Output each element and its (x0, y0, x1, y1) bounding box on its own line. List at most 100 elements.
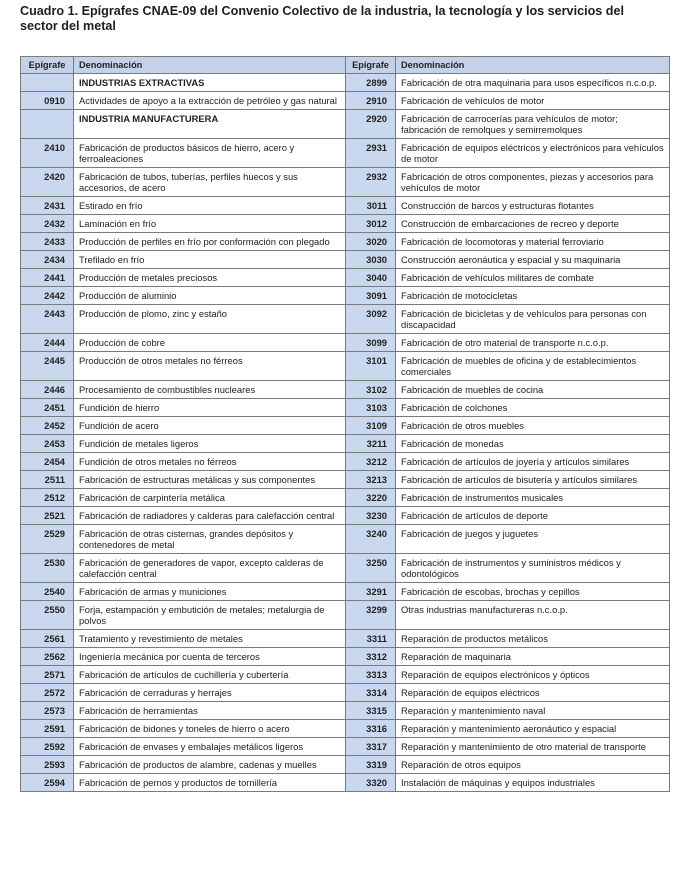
right-denominacion: Construcción de embarcaciones de recreo … (395, 214, 670, 233)
left-code: 2529 (20, 524, 74, 554)
left-code: 2571 (20, 665, 74, 684)
right-code: 3313 (345, 665, 396, 684)
right-code: 3299 (345, 600, 396, 630)
table-row: 2530 Fabricación de generadores de vapor,… (20, 553, 670, 583)
left-code: 2540 (20, 582, 74, 601)
right-code: 3311 (345, 629, 396, 648)
right-code: 3315 (345, 701, 396, 720)
left-denominacion: Producción de metales preciosos (73, 268, 346, 287)
table-row: 2591 Fabricación de bidones y toneles de … (20, 719, 670, 738)
right-code: 3211 (345, 434, 396, 453)
left-denominacion: Fabricación de tubos, tuberías, perfiles… (73, 167, 346, 197)
left-denominacion: Fabricación de armas y municiones (73, 582, 346, 601)
left-code: 2434 (20, 250, 74, 269)
right-code: 3240 (345, 524, 396, 554)
right-denominacion: Otras industrias manufactureras n.c.o.p. (395, 600, 670, 630)
right-code: 3011 (345, 196, 396, 215)
right-code: 3092 (345, 304, 396, 334)
table-row: 2529 Fabricación de otras cisternas, gran… (20, 524, 670, 554)
left-denominacion: Producción de plomo, zinc y estaño (73, 304, 346, 334)
table-row: 2442 Producción de aluminio 3091 Fabricació… (20, 286, 670, 305)
right-denominacion: Fabricación de colchones (395, 398, 670, 417)
table-row: 2452 Fundición de acero 3109 Fabricación de… (20, 416, 670, 435)
left-code: 2511 (20, 470, 74, 489)
right-denominacion: Fabricación de otra maquinaria para usos… (395, 73, 670, 92)
left-code: 2454 (20, 452, 74, 471)
table-row: 2561 Tratamiento y revestimiento de metal… (20, 629, 670, 648)
table-row: 2453 Fundición de metales ligeros 3211 Fabr… (20, 434, 670, 453)
left-denominacion: Producción de aluminio (73, 286, 346, 305)
left-denominacion: Producción de otros metales no férreos (73, 351, 346, 381)
table-row: 2592 Fabricación de envases y embalajes m… (20, 737, 670, 756)
left-denominacion: Actividades de apoyo a la extracción de … (73, 91, 346, 110)
left-code: 2530 (20, 553, 74, 583)
right-denominacion: Reparación y mantenimiento aeronáutico y… (395, 719, 670, 738)
right-denominacion: Fabricación de motocicletas (395, 286, 670, 305)
right-code: 2899 (345, 73, 396, 92)
right-denominacion: Fabricación de escobas, brochas y cepill… (395, 582, 670, 601)
left-denominacion: Fundición de otros metales no férreos (73, 452, 346, 471)
left-denominacion: Ingeniería mecánica por cuenta de tercer… (73, 647, 346, 666)
right-denominacion: Reparación de otros equipos (395, 755, 670, 774)
right-denominacion: Fabricación de instrumentos musicales (395, 488, 670, 507)
left-denominacion: Tratamiento y revestimiento de metales (73, 629, 346, 648)
left-code: 2453 (20, 434, 74, 453)
right-code: 3213 (345, 470, 396, 489)
right-code: 3314 (345, 683, 396, 702)
cnae-epigraphs-table: Epígrafe Denominación Epígrafe Denominac… (20, 56, 670, 792)
left-code (20, 109, 74, 139)
left-denominacion: Fabricación de productos de alambre, cad… (73, 755, 346, 774)
left-code: 2420 (20, 167, 74, 197)
right-code: 3101 (345, 351, 396, 381)
left-denominacion: Fabricación de cerraduras y herrajes (73, 683, 346, 702)
left-denominacion: Producción de cobre (73, 333, 346, 352)
right-code: 3102 (345, 380, 396, 399)
left-denominacion: Forja, estampación y embutición de metal… (73, 600, 346, 630)
left-denominacion: Procesamiento de combustibles nucleares (73, 380, 346, 399)
right-denominacion: Fabricación de locomotoras y material fe… (395, 232, 670, 251)
right-denominacion: Fabricación de monedas (395, 434, 670, 453)
table-row: 2443 Producción de plomo, zinc y estaño 30… (20, 304, 670, 334)
table-row: 2444 Producción de cobre 3099 Fabricación d… (20, 333, 670, 352)
left-denominacion: Fabricación de artículos de cuchillería … (73, 665, 346, 684)
left-denominacion: Estirado en frío (73, 196, 346, 215)
right-denominacion: Reparación de productos metálicos (395, 629, 670, 648)
table-row: 0910 Actividades de apoyo a la extracción… (20, 91, 670, 110)
left-code: 2561 (20, 629, 74, 648)
left-code: 2452 (20, 416, 74, 435)
right-code: 3291 (345, 582, 396, 601)
table-row: 2420 Fabricación de tubos, tuberías, perf… (20, 167, 670, 197)
left-code: 2512 (20, 488, 74, 507)
left-denominacion: Fabricación de otras cisternas, grandes … (73, 524, 346, 554)
left-denominacion: Fabricación de estructuras metálicas y s… (73, 470, 346, 489)
header-denominacion-left: Denominación (73, 56, 346, 74)
left-code: 2443 (20, 304, 74, 334)
left-denominacion: Fabricación de generadores de vapor, exc… (73, 553, 346, 583)
left-code: 2573 (20, 701, 74, 720)
right-code: 3012 (345, 214, 396, 233)
table-row: 2593 Fabricación de productos de alambre,… (20, 755, 670, 774)
left-denominacion: Fabricación de herramientas (73, 701, 346, 720)
header-epigrafe-right: Epígrafe (345, 56, 396, 74)
table-row: 2540 Fabricación de armas y municiones 329… (20, 582, 670, 601)
table-row: 2550 Forja, estampación y embutición de m… (20, 600, 670, 630)
left-denominacion: Fabricación de carpintería metálica (73, 488, 346, 507)
left-code: 2550 (20, 600, 74, 630)
left-code: 2442 (20, 286, 74, 305)
left-denominacion-section-heading: INDUSTRIAS EXTRACTIVAS (73, 73, 346, 92)
right-code: 2931 (345, 138, 396, 168)
table-row: 2454 Fundición de otros metales no férreo… (20, 452, 670, 471)
right-denominacion: Reparación de equipos electrónicos y ópt… (395, 665, 670, 684)
left-denominacion: Trefilado en frío (73, 250, 346, 269)
right-code: 3220 (345, 488, 396, 507)
left-denominacion-section-heading: INDUSTRIA MANUFACTURERA (73, 109, 346, 139)
right-code: 3230 (345, 506, 396, 525)
table-row: 2573 Fabricación de herramientas 3315 Repar… (20, 701, 670, 720)
table-row: 2451 Fundición de hierro 3103 Fabricación d… (20, 398, 670, 417)
right-denominacion: Reparación y mantenimiento de otro mater… (395, 737, 670, 756)
right-code: 2932 (345, 167, 396, 197)
right-denominacion: Fabricación de equipos eléctricos y elec… (395, 138, 670, 168)
header-denominacion-right: Denominación (395, 56, 670, 74)
table-row: 2571 Fabricación de artículos de cuchille… (20, 665, 670, 684)
table-row: 2562 Ingeniería mecánica por cuenta de te… (20, 647, 670, 666)
